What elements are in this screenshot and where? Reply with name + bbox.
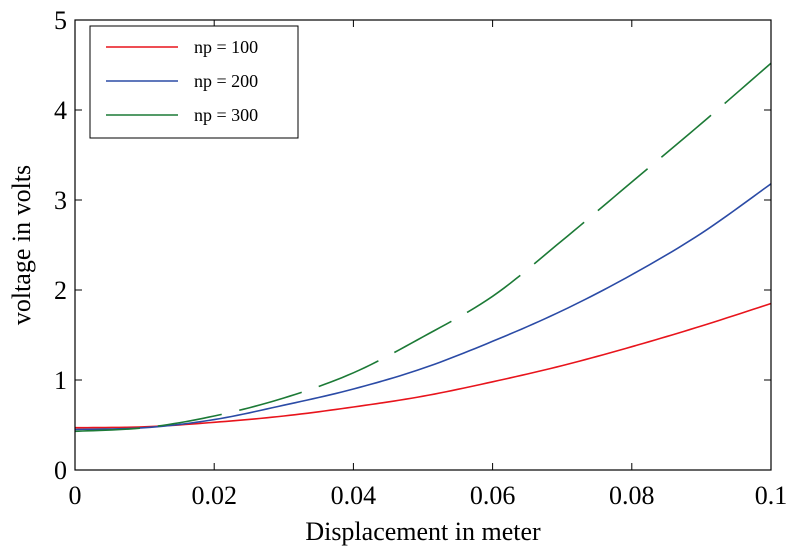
- legend-label: np = 300: [194, 105, 258, 125]
- y-tick-label: 1: [54, 366, 67, 395]
- x-tick-label: 0.04: [331, 481, 377, 510]
- y-tick-label: 0: [54, 456, 67, 485]
- x-axis: 0 0.02 0.04 0.06 0.08 0.1: [69, 20, 788, 510]
- plot-area: [74, 62, 772, 433]
- x-tick-label: 0.08: [609, 481, 655, 510]
- y-axis: 0 1 2 3 4 5: [54, 6, 771, 485]
- x-axis-label: Displacement in meter: [305, 517, 541, 546]
- y-tick-label: 5: [54, 6, 67, 35]
- x-tick-label: 0.1: [755, 481, 788, 510]
- legend-label: np = 100: [194, 37, 258, 57]
- x-tick-label: 0: [69, 481, 82, 510]
- y-tick-label: 3: [54, 186, 67, 215]
- legend-box: [89, 25, 299, 139]
- y-tick-label: 4: [54, 96, 67, 125]
- y-axis-label: voltage in volts: [7, 165, 36, 325]
- legend: np = 100 np = 200 np = 300: [89, 25, 299, 139]
- series-line-2: [74, 183, 772, 431]
- series-line-3: [74, 62, 772, 433]
- legend-label: np = 200: [194, 71, 258, 91]
- x-tick-label: 0.06: [470, 481, 516, 510]
- y-tick-label: 2: [54, 276, 67, 305]
- series-line-1: [74, 302, 772, 429]
- axes-box: [74, 19, 772, 471]
- x-tick-label: 0.02: [191, 481, 237, 510]
